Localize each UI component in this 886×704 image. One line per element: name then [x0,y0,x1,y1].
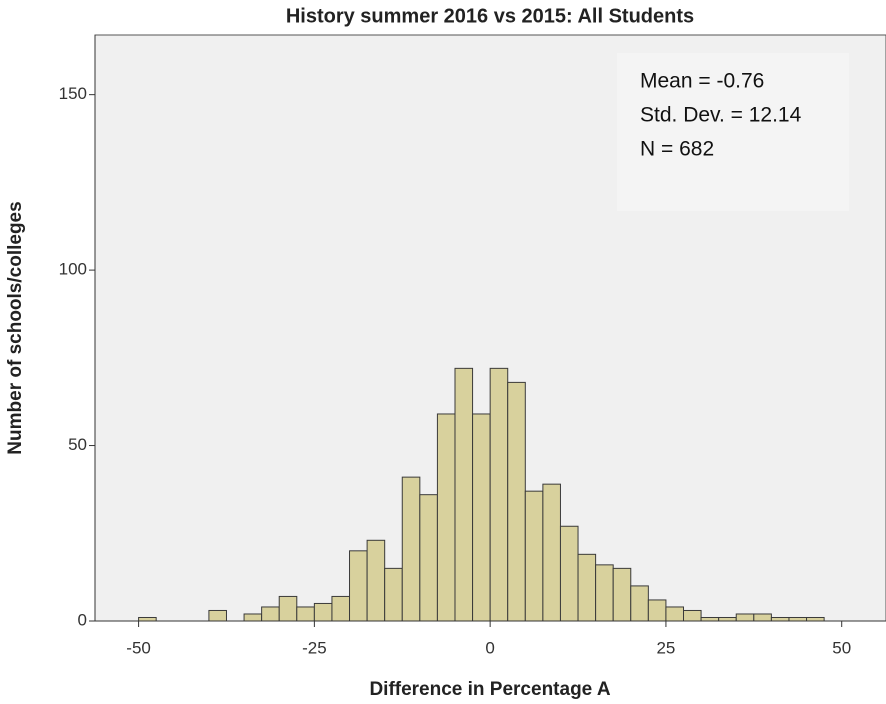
bar [349,550,368,622]
bar [647,599,667,622]
bar [208,609,227,622]
bar [243,613,263,622]
bar [454,367,474,622]
bar [559,525,579,622]
bar [630,585,649,622]
bar [489,367,509,622]
bar [261,606,280,622]
y-tick-label: 100 [59,260,87,279]
bar [138,616,157,622]
bar [507,381,526,622]
bar [612,567,632,622]
x-tick-label: -50 [126,638,151,657]
bar [542,483,561,622]
bar [700,616,720,622]
y-tick-label: 0 [78,610,87,629]
bar [718,616,737,622]
bar [472,413,491,622]
bar [401,476,421,622]
y-tick-label: 150 [59,84,87,103]
x-tick-label: 25 [656,638,675,657]
bar [770,616,790,622]
bar [577,553,597,622]
y-tick-label: 50 [68,435,87,454]
bar [331,595,351,622]
bar [419,494,438,622]
annotation: Mean = -0.76 [640,70,764,93]
annotation-box [617,53,849,211]
bar [683,609,702,622]
x-axis-label: Difference in Percentage A [369,679,610,700]
x-tick-label: -25 [302,638,327,657]
bar [436,413,456,622]
bar [665,606,685,622]
bar [366,539,386,622]
bar [595,564,614,622]
x-tick-label: 0 [485,638,494,657]
bar [524,490,544,622]
x-tick-label: 50 [832,638,851,657]
bar [788,616,808,622]
bar [806,616,825,622]
annotation: N = 682 [640,138,714,161]
annotation: Std. Dev. = 12.14 [640,104,802,127]
y-axis-label: Number of schools/colleges [5,201,26,454]
bar [296,606,315,622]
bar [313,602,333,622]
bar [384,567,403,622]
chart-title: History summer 2016 vs 2015: All Student… [286,5,694,27]
bar [278,595,298,622]
bar [735,613,755,622]
bar [753,613,772,622]
